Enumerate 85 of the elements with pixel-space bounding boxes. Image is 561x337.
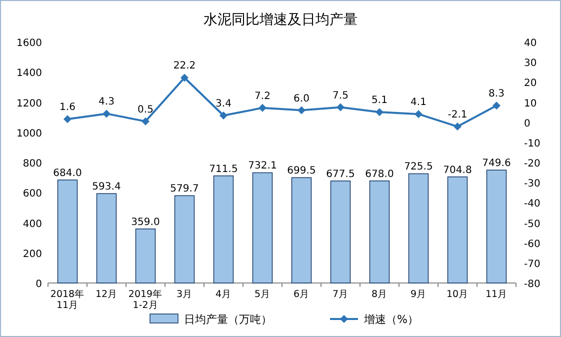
x-tick-label: 3月 <box>176 289 193 300</box>
bar <box>252 172 273 284</box>
point <box>180 74 188 82</box>
point <box>454 122 462 131</box>
data-label: 678.0 <box>365 168 394 180</box>
y-tick-label: 800 <box>22 158 42 170</box>
data-label: 579.7 <box>170 184 199 195</box>
data-label: 5.1 <box>372 95 388 106</box>
data-label: -2.1 <box>448 110 468 121</box>
point <box>258 104 266 112</box>
point <box>414 110 422 118</box>
data-label: 3.4 <box>216 98 232 110</box>
y-tick-label: 600 <box>22 188 42 200</box>
x-tick-label: 5月 <box>254 289 271 300</box>
data-label: 1.6 <box>60 102 76 114</box>
bar <box>174 195 195 284</box>
bar <box>96 193 117 284</box>
y-tick-label: 1600 <box>16 38 42 49</box>
y2-tick-label: -70 <box>524 258 540 270</box>
data-label: 4.3 <box>98 96 114 108</box>
data-label: 699.5 <box>287 166 316 177</box>
bar <box>369 180 390 284</box>
x-tick-label: 11月 <box>485 289 508 300</box>
chart-title: 水泥同比增速及日均产量 <box>204 12 358 28</box>
data-label: 0.5 <box>138 104 154 116</box>
data-label: 684.0 <box>53 168 82 179</box>
point <box>336 103 344 112</box>
data-label: 704.8 <box>443 164 472 176</box>
y2-tick-label: 30 <box>524 58 537 70</box>
bar <box>330 180 351 284</box>
y2-tick-label: 10 <box>524 98 537 110</box>
x-tick-label: 7月 <box>332 289 349 300</box>
x-tick-label: 2019年 1-2月 <box>128 288 163 311</box>
y-tick-label: 0 <box>36 279 42 290</box>
bar <box>57 180 78 284</box>
y-tick-label: 400 <box>22 218 42 230</box>
x-tick-label: 8月 <box>371 289 388 300</box>
data-label: 359.0 <box>131 216 160 228</box>
data-label: 593.4 <box>92 182 121 193</box>
bar <box>291 177 312 284</box>
data-label: 4.1 <box>410 97 426 108</box>
y2-tick-label: -10 <box>524 138 540 150</box>
y2-tick-label: 0 <box>524 118 530 130</box>
y-tick-label: 1200 <box>16 98 42 110</box>
data-label: 749.6 <box>482 158 511 170</box>
x-tick-label: 4月 <box>215 289 232 300</box>
data-label: 7.5 <box>332 90 348 102</box>
data-label: 7.2 <box>254 90 270 102</box>
point <box>64 115 72 124</box>
point <box>102 110 110 118</box>
y2-tick-label: -50 <box>524 218 540 230</box>
data-label: 6.0 <box>294 93 310 104</box>
x-tick-label: 2018年 11月 <box>50 288 85 311</box>
bar <box>213 175 234 284</box>
y2-tick-label: -40 <box>524 198 540 210</box>
point <box>220 112 228 120</box>
y2-tick-label: -20 <box>524 158 540 170</box>
bar <box>408 173 429 284</box>
x-tick-label: 6月 <box>293 289 310 300</box>
legend-label: 日均产量（万吨） <box>184 313 272 326</box>
y2-tick-label: -60 <box>524 238 540 250</box>
y-tick-label: 200 <box>22 248 42 260</box>
y2-tick-label: -80 <box>524 279 540 290</box>
bar <box>135 228 156 284</box>
data-label: 22.2 <box>173 60 196 72</box>
x-tick-label: 9月 <box>410 289 427 300</box>
data-label: 732.1 <box>248 160 277 172</box>
point <box>298 106 306 114</box>
point <box>142 117 150 126</box>
y-tick-label: 1400 <box>16 68 42 80</box>
data-label: 711.5 <box>209 164 238 175</box>
bar <box>447 176 468 284</box>
data-label: 677.5 <box>326 168 355 180</box>
point <box>492 102 500 110</box>
x-tick-label: 12月 <box>95 289 118 300</box>
y2-tick-label: 40 <box>524 38 537 49</box>
x-tick-label: 10月 <box>446 289 469 300</box>
y2-tick-label: -30 <box>524 178 540 190</box>
bar <box>486 170 507 284</box>
y2-tick-label: 20 <box>524 78 537 90</box>
y-tick-label: 1000 <box>16 128 42 140</box>
point <box>376 108 384 116</box>
data-label: 725.5 <box>404 162 433 173</box>
legend-label: 增速（%） <box>363 313 418 326</box>
data-label: 8.3 <box>488 88 504 100</box>
